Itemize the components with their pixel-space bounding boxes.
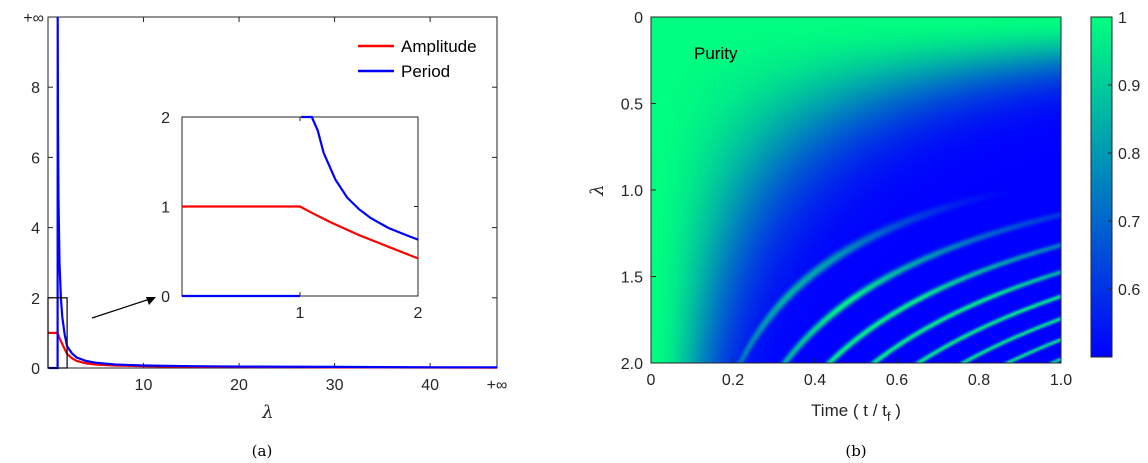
colorbar-tick-label: 0.7: [1118, 214, 1140, 231]
legend-label-period: Period: [401, 62, 450, 81]
legend: Amplitude Period: [358, 37, 477, 81]
inset-x-tick-label: 1: [296, 305, 305, 322]
zoom-arrow: [91, 297, 156, 319]
caption-b: (b): [845, 442, 866, 460]
zoom-box: [47, 297, 68, 369]
x-tick-label-inf: +∞: [487, 377, 508, 394]
series-line-period: [48, 16, 497, 370]
colorbar: [1090, 16, 1113, 358]
inset-y-tick-label: 0: [161, 289, 170, 306]
x-axis-label-a: λ: [261, 402, 273, 423]
y-tick-label-a: 0: [31, 361, 40, 378]
x-tick-label-a: 30: [326, 377, 344, 394]
inset-line-period: [301, 115, 419, 241]
y-tick-label-a: 6: [31, 150, 40, 167]
x-tick-label-b: 0: [647, 372, 656, 389]
x-tick-label-b: 0.4: [804, 372, 826, 389]
series-lines-a: [48, 16, 498, 370]
inset-line-amplitude: [182, 205, 419, 260]
colorbar-tick-label: 0.8: [1118, 146, 1140, 163]
x-tick-label-b: 1.0: [1050, 372, 1072, 389]
y-tick-label-a: 4: [31, 221, 40, 238]
x-tick-label-a: 20: [230, 377, 248, 394]
y-tick-label-a: 8: [31, 80, 40, 97]
colorbar-tick-label: 1: [1118, 10, 1127, 27]
x-tick-label-b: 0.2: [722, 372, 744, 389]
x-tick-label-a: 10: [135, 377, 153, 394]
panel-b: 0 0.2 0.4 0.6 0.8 1.0 0 0.5 1.0 1.5 2.0 Purity λ T…: [587, 10, 1140, 460]
axis-ticks-b: 0 0.2 0.4 0.6 0.8 1.0 0 0.5 1.0 1.5 2.0: [621, 10, 1072, 389]
y-tick-label-b: 1.0: [621, 183, 643, 200]
legend-label-amplitude: Amplitude: [401, 37, 477, 56]
y-tick-label-b: 1.5: [621, 270, 643, 287]
x-tick-label-b: 0.6: [886, 372, 908, 389]
inset-lines: [182, 115, 419, 298]
x-axis-label-b: Time ( t / tf ): [811, 401, 901, 424]
heatmap-annotation: Purity: [694, 44, 738, 63]
x-tick-label-a: 40: [421, 377, 439, 394]
colorbar-ticks: 0.6 0.7 0.8 0.9 1: [1108, 10, 1140, 299]
inset-y-tick-label: 1: [161, 200, 170, 217]
y-tick-label-a: 2: [31, 291, 40, 308]
heatmap-image: [651, 17, 1061, 363]
y-tick-label-inf: +∞: [23, 10, 44, 27]
y-tick-label-b: 2.0: [621, 356, 643, 373]
inset-y-tick-label: 2: [161, 110, 170, 127]
caption-a: (a): [252, 442, 273, 460]
y-axis-label-b: λ: [587, 184, 608, 196]
y-tick-label-b: 0.5: [621, 97, 643, 114]
colorbar-tick-label: 0.6: [1118, 282, 1140, 299]
inset-x-tick-label: 2: [414, 305, 423, 322]
x-tick-label-b: 0.8: [968, 372, 990, 389]
y-tick-label-b: 0: [634, 10, 643, 27]
colorbar-tick-label: 0.9: [1118, 78, 1140, 95]
